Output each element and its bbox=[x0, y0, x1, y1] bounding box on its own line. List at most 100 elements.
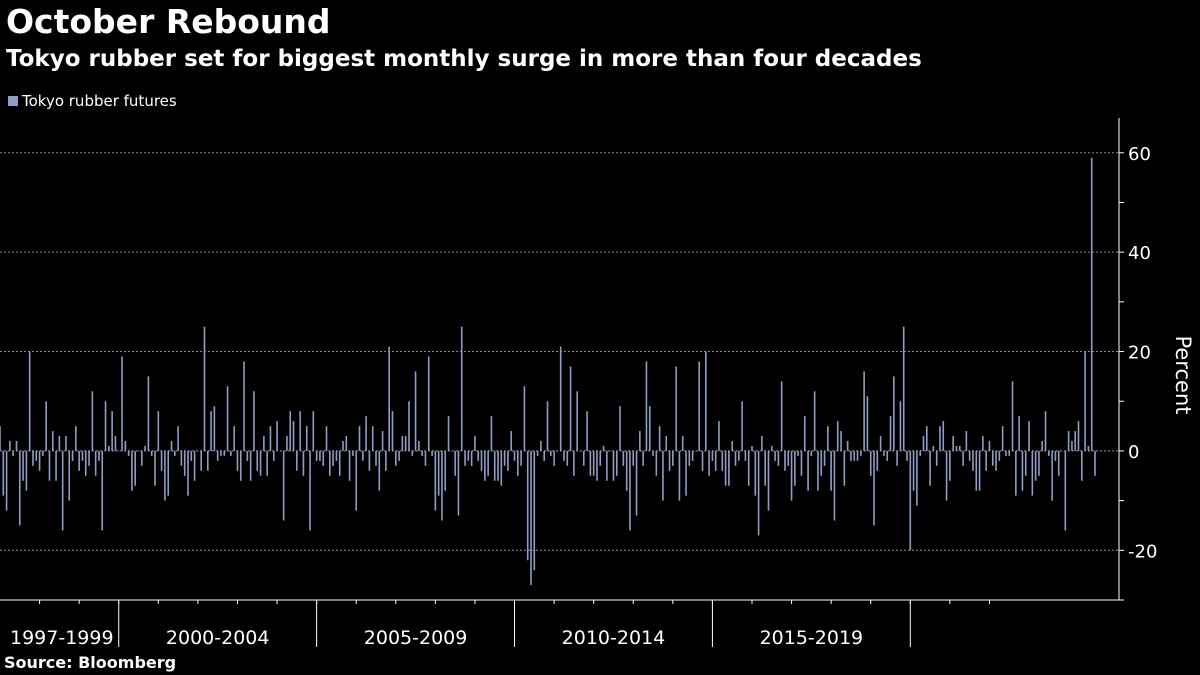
bar bbox=[114, 436, 117, 451]
bar bbox=[902, 326, 905, 451]
bar bbox=[25, 450, 28, 491]
bar bbox=[289, 411, 292, 451]
bar bbox=[394, 450, 397, 466]
bar bbox=[68, 450, 71, 501]
bar bbox=[2, 450, 5, 496]
bar bbox=[358, 426, 361, 451]
bar bbox=[724, 450, 727, 486]
bar bbox=[721, 450, 724, 471]
x-period-label: 2015-2019 bbox=[760, 627, 864, 649]
bar bbox=[622, 450, 625, 466]
bar bbox=[982, 436, 984, 451]
bar bbox=[609, 450, 611, 452]
bar bbox=[602, 445, 605, 451]
bar bbox=[200, 450, 202, 471]
bar bbox=[180, 450, 183, 466]
bar bbox=[1090, 157, 1093, 451]
x-period-label: 2005-2009 bbox=[364, 627, 468, 649]
bar bbox=[893, 376, 895, 451]
bar bbox=[78, 450, 80, 471]
bar bbox=[239, 450, 242, 481]
bar bbox=[437, 450, 440, 496]
bar bbox=[988, 440, 991, 451]
bar bbox=[447, 416, 450, 451]
bar bbox=[460, 326, 463, 451]
bar bbox=[418, 440, 420, 451]
axes: -20 0 20 40 60 1997-1999 2000-2004 2005-2009 201… bbox=[0, 118, 1157, 649]
bar bbox=[1071, 440, 1073, 451]
bar bbox=[134, 450, 137, 486]
bar bbox=[352, 450, 354, 456]
bar bbox=[774, 450, 776, 461]
bar bbox=[1074, 431, 1077, 451]
bar bbox=[411, 450, 414, 456]
bar bbox=[362, 450, 364, 461]
bar bbox=[164, 450, 166, 501]
bar bbox=[282, 450, 285, 521]
bar bbox=[1057, 450, 1060, 476]
bar bbox=[157, 411, 160, 451]
bar bbox=[223, 450, 226, 456]
bar bbox=[922, 436, 925, 451]
bar bbox=[645, 361, 648, 451]
bar bbox=[1031, 450, 1034, 496]
bar bbox=[978, 450, 981, 491]
bar bbox=[503, 450, 506, 466]
bar bbox=[846, 440, 849, 451]
bar bbox=[536, 450, 539, 456]
bar bbox=[658, 426, 661, 451]
bar bbox=[823, 450, 826, 466]
bar bbox=[220, 450, 222, 456]
bar bbox=[817, 450, 819, 491]
bar bbox=[91, 391, 94, 451]
bar bbox=[678, 450, 681, 501]
bar bbox=[737, 450, 740, 461]
bar bbox=[253, 391, 255, 451]
bar bbox=[520, 450, 522, 466]
bar bbox=[513, 450, 516, 461]
bar bbox=[543, 450, 546, 461]
bar bbox=[193, 450, 196, 481]
bar bbox=[652, 450, 654, 456]
bar bbox=[797, 450, 799, 456]
bar bbox=[546, 401, 549, 451]
bar bbox=[747, 450, 750, 486]
y-tick-label: -20 bbox=[1128, 541, 1157, 562]
bar bbox=[345, 436, 348, 451]
bar bbox=[764, 450, 766, 486]
bar bbox=[276, 421, 278, 451]
bar bbox=[197, 450, 199, 452]
bar bbox=[909, 450, 912, 551]
bar bbox=[873, 450, 875, 526]
bar bbox=[236, 450, 239, 471]
bar bbox=[965, 431, 968, 451]
bar bbox=[45, 401, 47, 451]
bar bbox=[830, 450, 832, 491]
bar bbox=[272, 450, 275, 461]
bar bbox=[744, 450, 747, 461]
bar bbox=[141, 450, 143, 466]
bar bbox=[632, 450, 635, 466]
bar bbox=[484, 450, 486, 481]
bar bbox=[705, 351, 707, 451]
bar bbox=[210, 411, 212, 451]
bar bbox=[856, 450, 859, 461]
bar bbox=[203, 326, 206, 451]
bar bbox=[820, 450, 823, 476]
bar bbox=[111, 411, 113, 451]
bar bbox=[190, 450, 193, 461]
bar bbox=[1087, 445, 1090, 451]
bar bbox=[701, 450, 704, 471]
bar bbox=[183, 450, 186, 476]
bar bbox=[827, 426, 829, 451]
bar bbox=[1024, 450, 1027, 476]
bar bbox=[348, 450, 351, 481]
bar bbox=[958, 445, 961, 451]
bar bbox=[757, 450, 760, 536]
bar bbox=[391, 411, 394, 451]
bar bbox=[319, 450, 321, 461]
bar bbox=[879, 436, 882, 451]
bar bbox=[35, 450, 38, 461]
bar bbox=[906, 450, 908, 461]
bar bbox=[51, 431, 54, 451]
